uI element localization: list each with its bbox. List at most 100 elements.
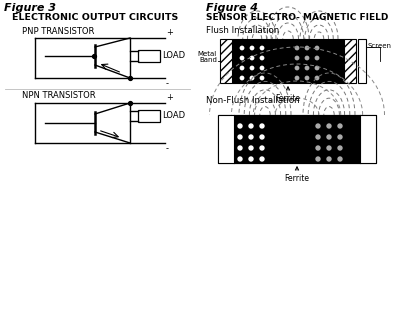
- Circle shape: [240, 66, 244, 70]
- Bar: [220, 39, 232, 83]
- Bar: [138, 110, 160, 122]
- Circle shape: [248, 134, 254, 140]
- Circle shape: [337, 123, 343, 129]
- Circle shape: [314, 155, 322, 164]
- Circle shape: [237, 134, 243, 140]
- Circle shape: [324, 143, 334, 152]
- Circle shape: [238, 54, 246, 62]
- Circle shape: [315, 156, 321, 162]
- Circle shape: [238, 44, 246, 52]
- Circle shape: [303, 64, 311, 72]
- Circle shape: [236, 122, 244, 131]
- Circle shape: [248, 64, 256, 72]
- Text: -: -: [166, 79, 169, 88]
- Circle shape: [260, 56, 264, 60]
- Circle shape: [337, 156, 343, 162]
- Circle shape: [258, 54, 266, 62]
- Circle shape: [315, 56, 319, 60]
- Circle shape: [294, 76, 299, 81]
- Circle shape: [259, 156, 265, 162]
- Circle shape: [315, 66, 319, 70]
- Circle shape: [248, 145, 254, 151]
- Circle shape: [258, 143, 266, 152]
- Circle shape: [293, 74, 301, 82]
- Circle shape: [303, 54, 311, 62]
- Circle shape: [250, 66, 254, 70]
- Circle shape: [315, 46, 319, 50]
- Text: Figure 3: Figure 3: [4, 3, 56, 13]
- Circle shape: [336, 122, 344, 131]
- Circle shape: [294, 46, 299, 50]
- Circle shape: [294, 56, 299, 60]
- Circle shape: [326, 134, 332, 140]
- Circle shape: [248, 44, 256, 52]
- Circle shape: [315, 134, 321, 140]
- Text: SENSOR ELECTRO- MAGNETIC FIELD: SENSOR ELECTRO- MAGNETIC FIELD: [206, 13, 388, 22]
- Circle shape: [315, 123, 321, 129]
- Text: ELECTRONIC OUTPUT CIRCUITS: ELECTRONIC OUTPUT CIRCUITS: [12, 13, 178, 22]
- Circle shape: [237, 123, 243, 129]
- Circle shape: [303, 74, 311, 82]
- Bar: [218, 115, 234, 163]
- Circle shape: [326, 123, 332, 129]
- Circle shape: [324, 155, 334, 164]
- Circle shape: [260, 66, 264, 70]
- Circle shape: [305, 56, 310, 60]
- Circle shape: [314, 143, 322, 152]
- Circle shape: [314, 122, 322, 131]
- Circle shape: [313, 64, 321, 72]
- Circle shape: [238, 64, 246, 72]
- Circle shape: [313, 54, 321, 62]
- Circle shape: [314, 132, 322, 142]
- Circle shape: [324, 132, 334, 142]
- Text: Flush Installation: Flush Installation: [206, 26, 279, 35]
- Circle shape: [236, 143, 244, 152]
- Text: +: +: [166, 28, 173, 37]
- Circle shape: [259, 134, 265, 140]
- Circle shape: [294, 66, 299, 70]
- Text: +: +: [166, 93, 173, 102]
- Circle shape: [313, 74, 321, 82]
- Bar: [138, 50, 160, 62]
- Circle shape: [250, 76, 254, 81]
- Circle shape: [303, 44, 311, 52]
- Text: -: -: [166, 144, 169, 153]
- Circle shape: [237, 156, 243, 162]
- Circle shape: [258, 155, 266, 164]
- Circle shape: [250, 46, 254, 50]
- Circle shape: [315, 145, 321, 151]
- Bar: [218, 115, 376, 163]
- Text: Ferrite: Ferrite: [276, 94, 300, 103]
- Circle shape: [258, 44, 266, 52]
- Circle shape: [248, 74, 256, 82]
- Circle shape: [248, 54, 256, 62]
- Bar: [218, 115, 376, 163]
- Text: NPN TRANSISTOR: NPN TRANSISTOR: [22, 91, 96, 100]
- Text: LOAD: LOAD: [162, 52, 185, 61]
- Text: Metal
Band: Metal Band: [198, 50, 217, 63]
- Circle shape: [305, 46, 310, 50]
- Circle shape: [326, 145, 332, 151]
- Circle shape: [246, 132, 256, 142]
- Bar: [232, 39, 344, 83]
- Text: Figure 4: Figure 4: [206, 3, 258, 13]
- Circle shape: [240, 76, 244, 81]
- Circle shape: [293, 54, 301, 62]
- Circle shape: [313, 44, 321, 52]
- Circle shape: [259, 123, 265, 129]
- Circle shape: [259, 145, 265, 151]
- Circle shape: [336, 143, 344, 152]
- Circle shape: [293, 64, 301, 72]
- Circle shape: [240, 56, 244, 60]
- Circle shape: [246, 155, 256, 164]
- Circle shape: [305, 76, 310, 81]
- Circle shape: [337, 134, 343, 140]
- Circle shape: [326, 156, 332, 162]
- Circle shape: [248, 123, 254, 129]
- Bar: [358, 39, 366, 83]
- Circle shape: [246, 122, 256, 131]
- Circle shape: [237, 145, 243, 151]
- Circle shape: [315, 76, 319, 81]
- Circle shape: [305, 66, 310, 70]
- Circle shape: [236, 155, 244, 164]
